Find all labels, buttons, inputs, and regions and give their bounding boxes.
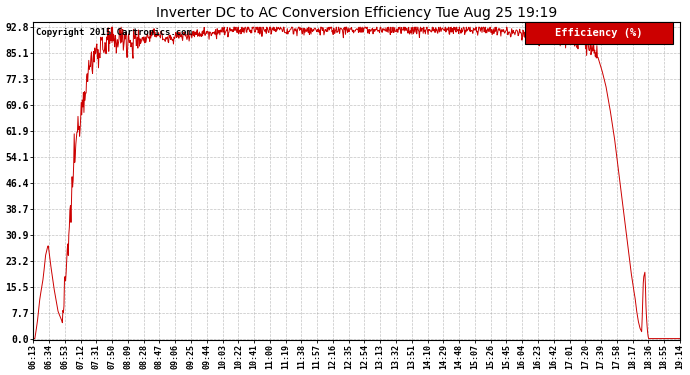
Text: Efficiency (%): Efficiency (%)	[555, 28, 643, 38]
Title: Inverter DC to AC Conversion Efficiency Tue Aug 25 19:19: Inverter DC to AC Conversion Efficiency …	[156, 6, 558, 20]
FancyBboxPatch shape	[524, 22, 673, 44]
Text: Copyright 2015 Cartronics.com: Copyright 2015 Cartronics.com	[37, 28, 193, 38]
